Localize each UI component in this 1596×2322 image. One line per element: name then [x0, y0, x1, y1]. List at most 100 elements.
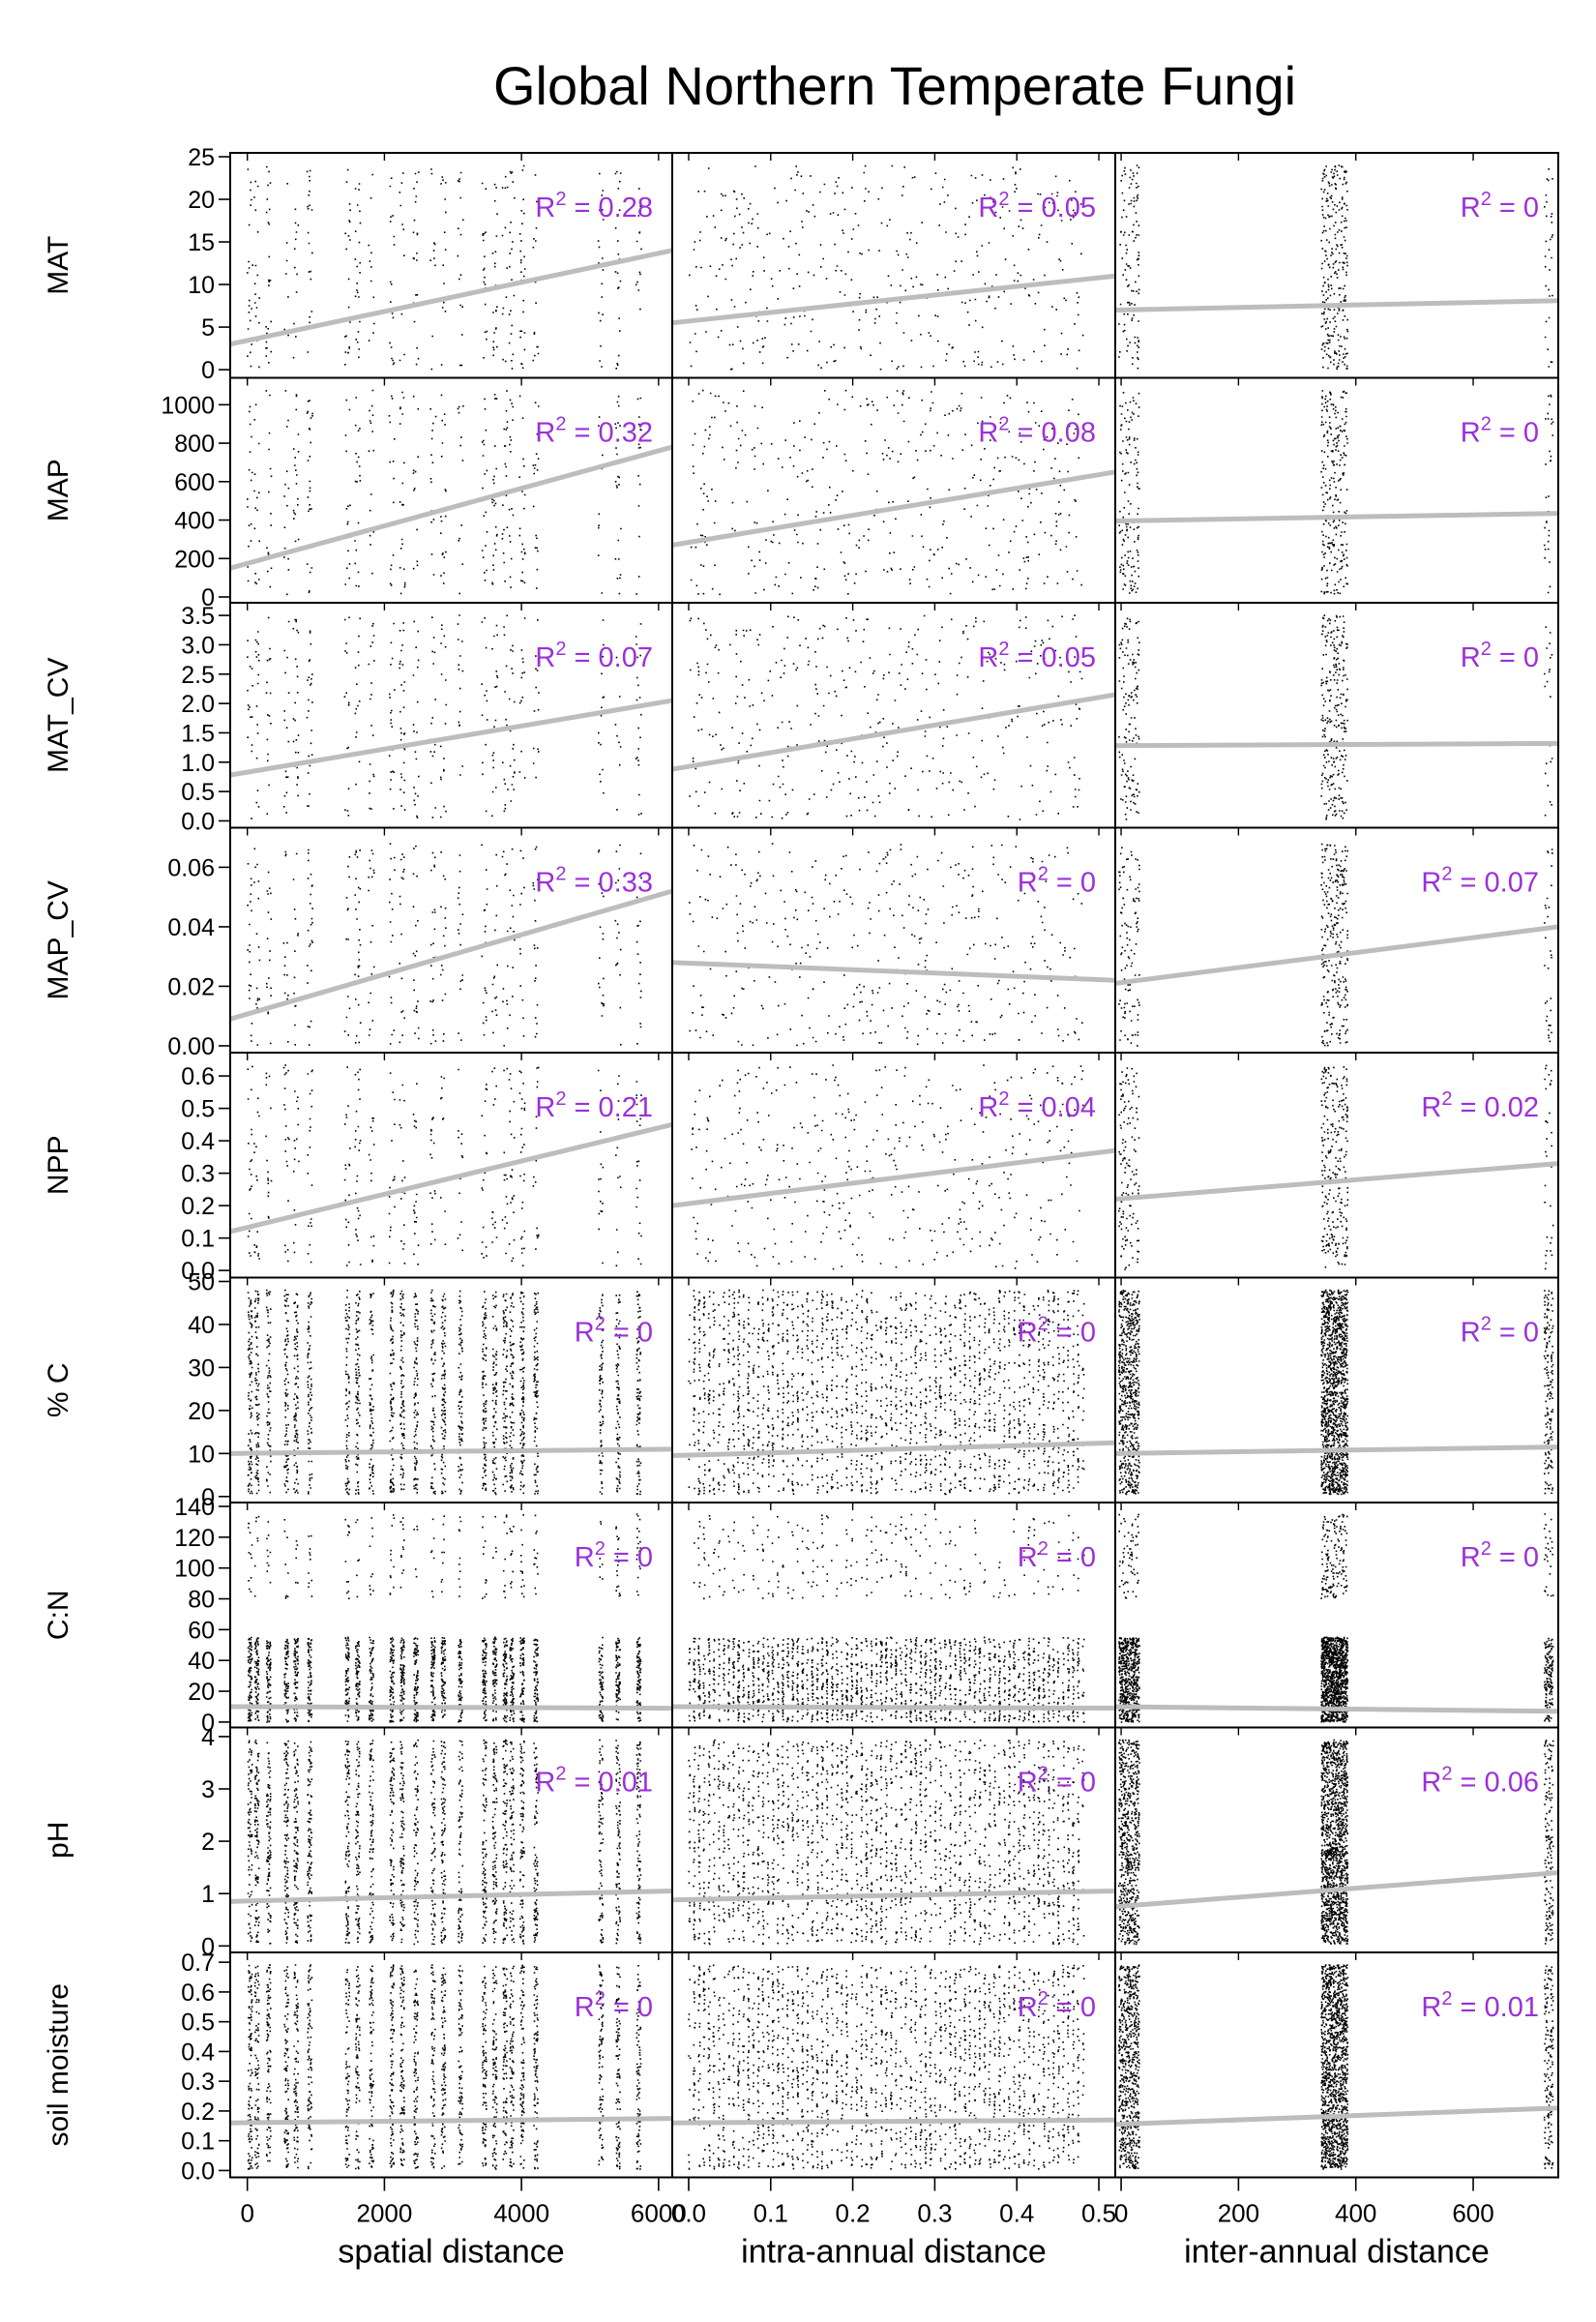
y-tick-label: 120	[174, 1525, 215, 1552]
r2-label: R2 = 0	[1018, 1314, 1096, 1349]
x-tick-label: 0.2	[836, 2199, 871, 2228]
r2-label: R2 = 0.28	[535, 189, 653, 223]
y-tick-label: 0.6	[181, 1063, 215, 1090]
regression-line	[1114, 924, 1559, 986]
panel-frame	[1114, 826, 1559, 1054]
y-tick-label: 5	[201, 314, 215, 342]
panel: R2 = 0.06	[1114, 1726, 1559, 1953]
panel: R2 = 0.01	[229, 1726, 673, 1953]
r2-label: R2 = 0	[1018, 1764, 1096, 1799]
y-tick-label: 80	[188, 1587, 215, 1614]
panel: R2 = 0.07	[229, 602, 673, 829]
y-tick-label: 0	[201, 357, 215, 384]
panel: R2 = 0	[671, 826, 1116, 1054]
x-tick-label: 0.3	[917, 2199, 952, 2228]
regression-line	[229, 248, 673, 347]
panel: R2 = 0	[1114, 1276, 1559, 1503]
y-tick-label: 20	[188, 187, 215, 214]
x-axis-label: intra-annual distance	[741, 2234, 1047, 2271]
scatter-points	[1118, 614, 1553, 820]
r2-label: R2 = 0	[1018, 864, 1096, 899]
scatter-points	[1118, 1739, 1554, 1946]
regression-line	[671, 1704, 1116, 1712]
panel-frame	[229, 1951, 673, 2179]
y-tick-label: 140	[174, 1494, 215, 1521]
panel: R2 = 0.33	[229, 826, 673, 1054]
y-tick-label: 0.6	[181, 1980, 215, 2007]
panel-frame	[229, 602, 673, 829]
scatter-points	[247, 614, 642, 819]
y-tick-label: 50	[188, 1269, 215, 1296]
y-tick-label: 0.7	[181, 1950, 215, 1977]
panel-frame	[671, 826, 1116, 1054]
regression-line	[1114, 1444, 1559, 1456]
y-axis-label: MAT_CV	[43, 658, 74, 773]
r2-label: R2 = 0.21	[535, 1088, 653, 1123]
y-tick-label: 3.5	[181, 603, 215, 630]
y-tick-label: 100	[174, 1556, 215, 1583]
scatter-points	[691, 1064, 1084, 1270]
scatter-points	[688, 1964, 1085, 2170]
regression-line	[671, 1147, 1116, 1208]
y-tick-label: 0.0	[181, 808, 215, 835]
y-tick-label: 2.5	[181, 662, 215, 689]
y-tick-label: 25	[188, 144, 215, 171]
r2-label: R2 = 0.02	[1421, 1088, 1539, 1123]
scatter-points	[1118, 1064, 1554, 1270]
panel-frame	[1114, 1276, 1559, 1503]
y-tick-label: 20	[188, 1398, 215, 1425]
y-axis-label: pH	[43, 1822, 74, 1859]
panel-frame	[671, 602, 1116, 829]
y-tick-label: 10	[188, 1441, 215, 1468]
regression-line	[671, 960, 1116, 983]
chart-title: Global Northern Temperate Fungi	[493, 55, 1296, 116]
panel: R2 = 0	[1114, 602, 1559, 829]
y-tick-label: 30	[188, 1354, 215, 1382]
y-axis-label: MAT	[43, 236, 74, 295]
scatter-points	[247, 389, 642, 596]
x-tick-label: 0	[1114, 2199, 1128, 2228]
scatter-points	[1118, 1289, 1554, 1496]
panel: R2 = 0	[671, 1726, 1116, 1953]
y-tick-label: 0.5	[181, 779, 215, 806]
y-tick-label: 0	[201, 1484, 215, 1511]
panel: R2 = 0.08	[671, 376, 1116, 604]
panel: R2 = 0	[1114, 376, 1559, 604]
regression-line	[1114, 740, 1559, 749]
panel: R2 = 0.01	[1114, 1951, 1559, 2179]
panel: R2 = 0.05	[671, 152, 1116, 379]
y-tick-label: 0.06	[167, 854, 215, 881]
r2-label: R2 = 0	[1018, 1988, 1096, 2023]
y-tick-label: 40	[188, 1648, 215, 1675]
y-tick-label: 0.0	[181, 2158, 215, 2185]
y-tick-label: 2.0	[181, 691, 215, 718]
panel: R2 = 0.04	[671, 1052, 1116, 1279]
r2-label: R2 = 0	[575, 1988, 653, 2023]
regression-line	[671, 1888, 1116, 1903]
scatter-points	[1118, 390, 1554, 595]
panel-frame	[229, 1052, 673, 1279]
y-tick-label: 3	[201, 1776, 215, 1803]
panel-frame	[671, 376, 1116, 604]
scatter-points	[689, 843, 1083, 1047]
regression-line	[1114, 1161, 1559, 1202]
r2-label: R2 = 0	[1461, 189, 1539, 223]
x-tick-label: 0.1	[754, 2199, 788, 2228]
r2-label: R2 = 0.08	[978, 414, 1096, 449]
y-axis-label: % C	[43, 1362, 74, 1417]
y-tick-label: 0	[201, 1710, 215, 1737]
x-tick-label: 4000	[493, 2199, 549, 2228]
panel: R2 = 0	[671, 1502, 1116, 1729]
scatter-points	[690, 389, 1082, 596]
panel: R2 = 0	[229, 1502, 673, 1729]
y-tick-label: 0.04	[167, 914, 215, 941]
y-tick-label: 0.00	[167, 1033, 215, 1060]
panel-frame	[1114, 376, 1559, 604]
x-tick-label: 200	[1218, 2199, 1259, 2228]
y-tick-label: 0.2	[181, 1193, 215, 1220]
regression-line	[1114, 1870, 1559, 1910]
panel: R2 = 0	[1114, 152, 1559, 379]
y-tick-label: 600	[174, 469, 215, 496]
r2-label: R2 = 0.04	[978, 1088, 1096, 1123]
